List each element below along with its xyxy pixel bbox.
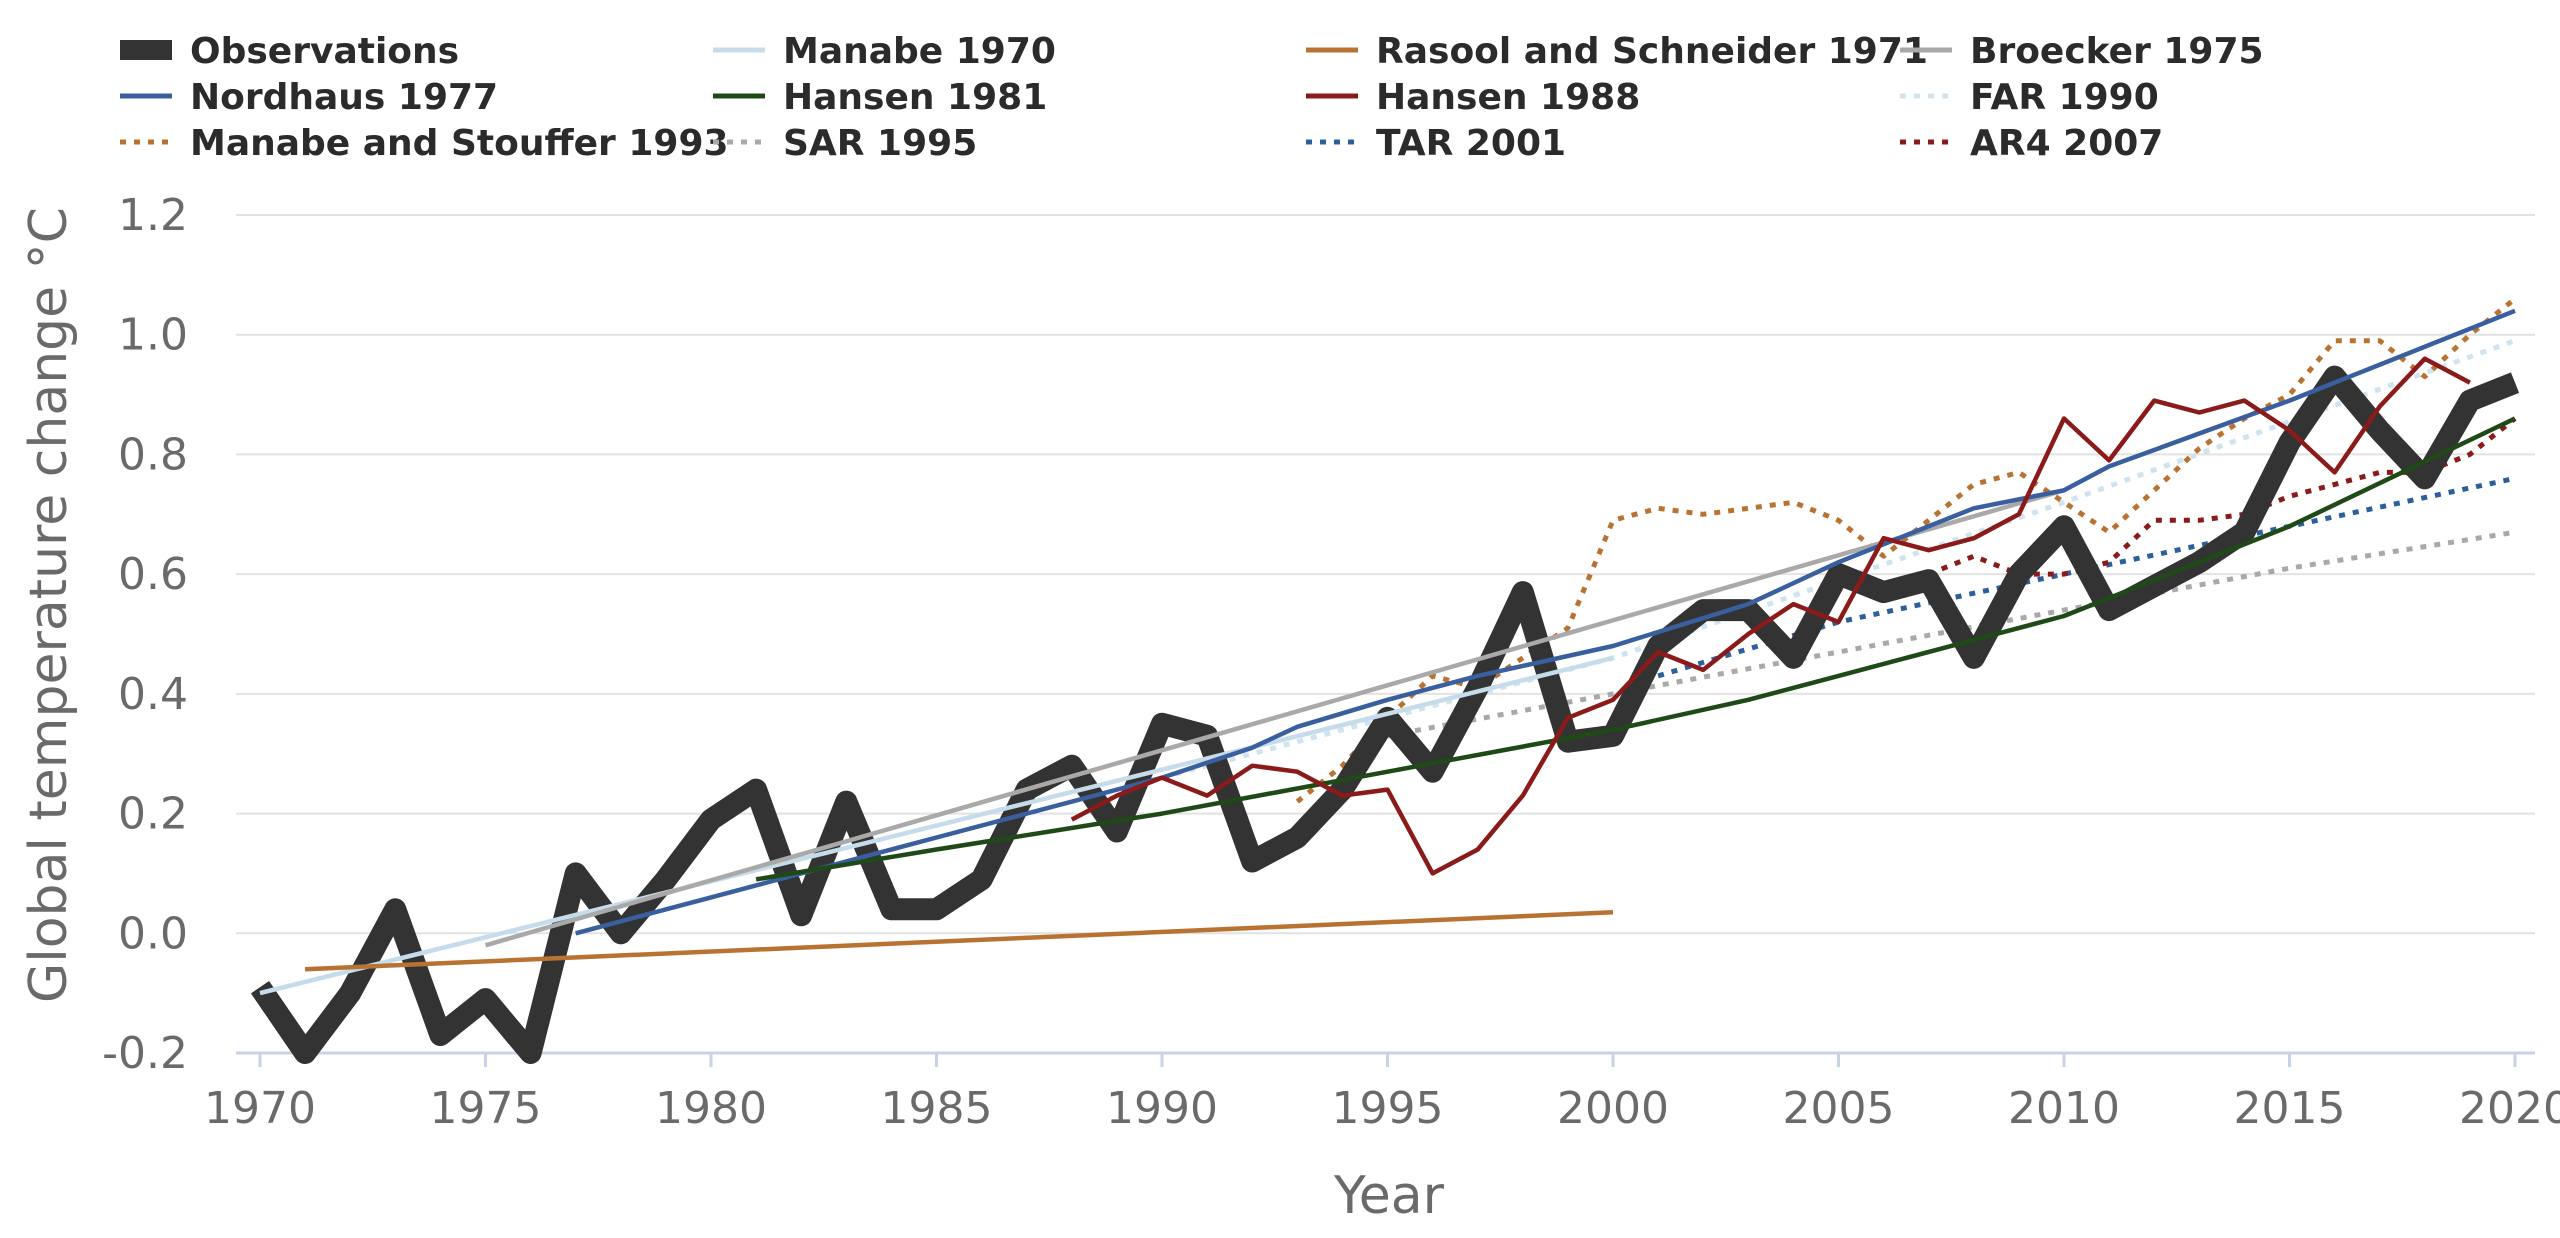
x-tick-label: 2010 xyxy=(2008,1083,2120,1134)
y-tick-label: 0.2 xyxy=(118,789,188,840)
legend-label-tar-2001: TAR 2001 xyxy=(1376,123,1566,164)
legend: Observations Manabe 1970 Rasool and Schnei… xyxy=(120,31,2264,164)
x-tick-label: 1975 xyxy=(430,1083,542,1134)
series-line-manabe-and-stouffer-1993 xyxy=(1295,296,2517,804)
y-tick-label: 0.6 xyxy=(118,549,188,600)
x-tick-label: 2005 xyxy=(1783,1083,1895,1134)
legend-label-manabe-1970: Manabe 1970 xyxy=(783,31,1056,72)
series-line-hansen-1988 xyxy=(1070,356,2471,876)
y-tick-label: 0.8 xyxy=(118,429,188,480)
legend-label-hansen-1988: Hansen 1988 xyxy=(1376,77,1640,118)
x-tick-label: 1995 xyxy=(1332,1083,1444,1134)
x-tick-label: 2020 xyxy=(2459,1083,2560,1134)
legend-label-manabe-and-stouffer-1993: Manabe and Stouffer 1993 xyxy=(190,123,729,164)
series-line-hansen-1981 xyxy=(755,416,2516,882)
legend-label-observations: Observations xyxy=(190,31,459,72)
legend-label-rasool-and-schneider-1971: Rasool and Schneider 1971 xyxy=(1376,31,1928,72)
x-tick-label: 1970 xyxy=(204,1083,316,1134)
x-tick-label: 1985 xyxy=(881,1083,993,1134)
legend-label-broecker-1975: Broecker 1975 xyxy=(1970,31,2264,72)
legend-label-hansen-1981: Hansen 1981 xyxy=(783,77,1047,118)
y-tick-label: -0.2 xyxy=(102,1028,188,1079)
horizontal-gridlines xyxy=(236,214,2535,935)
axes: -0.2 0.0 0.2 0.4 0.6 0.8 1.0 1.2 1970 1975 1980 198… xyxy=(102,190,2560,1134)
y-tick-label: 1.2 xyxy=(118,190,188,241)
x-axis-title: Year xyxy=(1333,1166,1445,1226)
legend-label-far-1990: FAR 1990 xyxy=(1970,77,2159,118)
series-line-nordhaus-1977 xyxy=(575,308,2516,936)
x-tick-label: 1980 xyxy=(655,1083,767,1134)
x-tick-label: 1990 xyxy=(1106,1083,1218,1134)
series-line-rasool-and-schneider-1971 xyxy=(305,910,1614,972)
series-line-sar-1995 xyxy=(1387,529,2516,739)
y-tick-label: 0.4 xyxy=(118,669,188,720)
legend-label-ar4-2007: AR4 2007 xyxy=(1970,123,2163,164)
y-tick-label: 1.0 xyxy=(118,310,188,361)
y-tick-label: 0.0 xyxy=(118,908,188,959)
x-tick-label: 2015 xyxy=(2234,1083,2346,1134)
series-line-broecker-1975 xyxy=(484,488,2065,948)
series-lines xyxy=(250,296,2520,1064)
x-tick-label: 2000 xyxy=(1557,1083,1669,1134)
series-line-manabe-1970 xyxy=(259,655,1614,996)
legend-label-sar-1995: SAR 1995 xyxy=(783,123,977,164)
y-axis-title: Global temperature change °C xyxy=(19,207,79,1003)
legend-label-nordhaus-1977: Nordhaus 1977 xyxy=(190,77,498,118)
